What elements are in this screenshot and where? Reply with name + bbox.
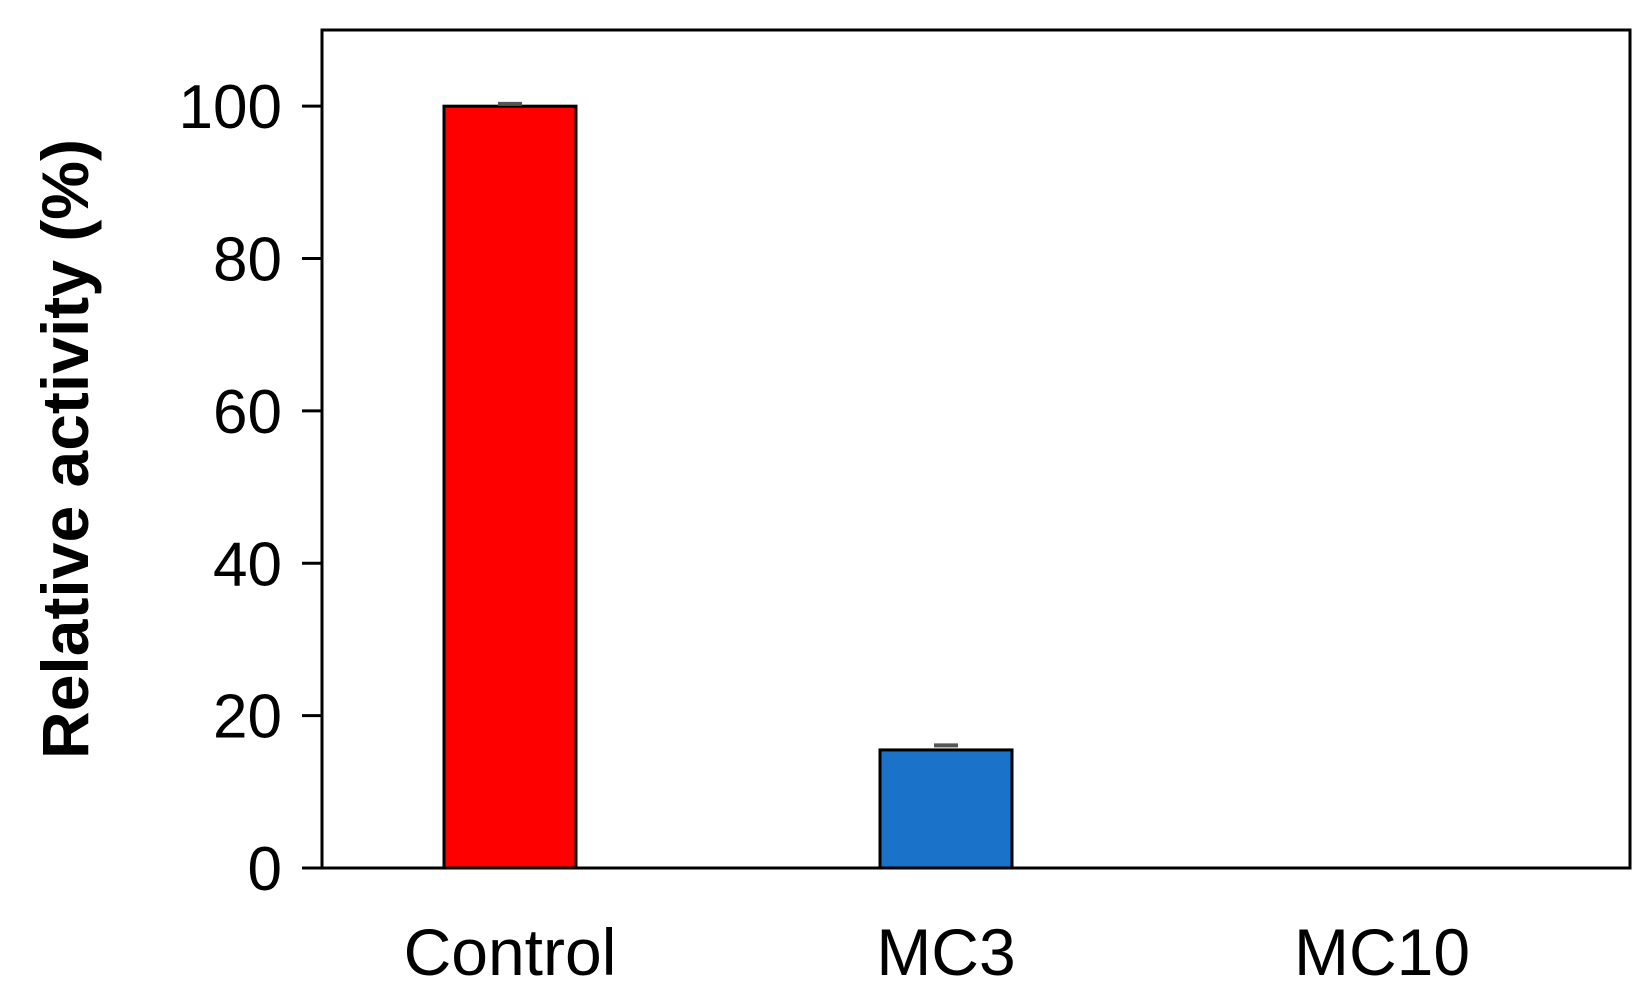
y-tick-label: 40	[213, 530, 282, 599]
y-axis-ticks: 0 20 40 60 80 100	[179, 73, 322, 904]
x-category-label: MC10	[1294, 915, 1470, 989]
bar-mc3	[878, 748, 1014, 870]
y-tick-label: 80	[213, 226, 282, 295]
y-axis-title: Relative activity (%)	[28, 139, 102, 759]
y-tick-label: 60	[213, 378, 282, 447]
x-axis-labels: Control MC3 MC10	[404, 915, 1470, 989]
bar-control	[442, 104, 578, 870]
x-category-label: Control	[404, 915, 617, 989]
x-category-label: MC3	[876, 915, 1015, 989]
y-tick-label: 0	[248, 835, 282, 904]
y-tick-label: 100	[179, 73, 282, 142]
bars-group	[442, 101, 1014, 870]
y-tick-label: 20	[213, 683, 282, 752]
